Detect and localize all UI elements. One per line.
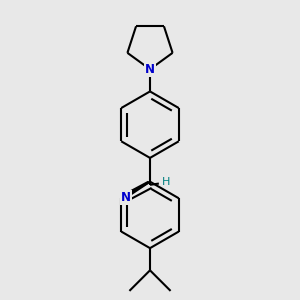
Text: N: N: [121, 191, 131, 204]
Text: N: N: [145, 63, 155, 76]
Text: H: H: [162, 177, 171, 187]
